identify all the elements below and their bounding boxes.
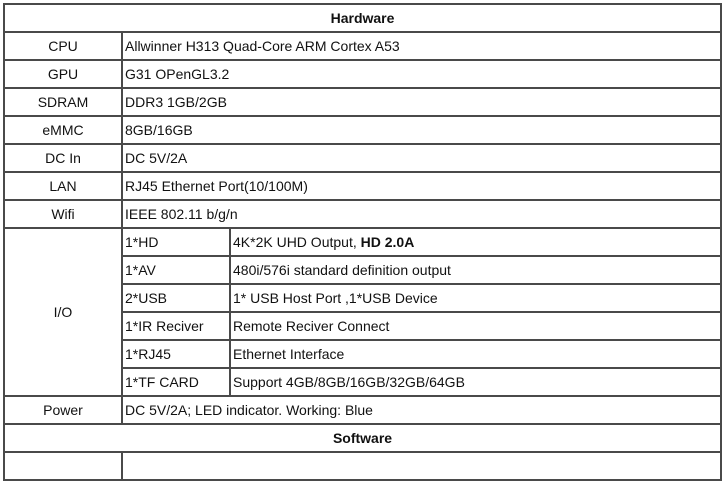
- io-desc-text: 4K*2K UHD Output,: [233, 234, 361, 250]
- spec-value: RJ45 Ethernet Port(10/100M): [121, 171, 722, 201]
- io-desc: Remote Reciver Connect: [229, 311, 722, 341]
- io-port: 1*RJ45: [121, 339, 231, 369]
- io-row: 1*AV 480i/576i standard definition output: [4, 255, 722, 285]
- software-row: [3, 451, 722, 481]
- spec-value: 8GB/16GB: [121, 115, 722, 145]
- io-row: 1*TF CARD Support 4GB/8GB/16GB/32GB/64GB: [4, 367, 722, 397]
- io-port: 2*USB: [121, 283, 231, 313]
- io-port: 1*IR Reciver: [121, 311, 231, 341]
- spec-value: Allwinner H313 Quad-Core ARM Cortex A53: [121, 31, 722, 61]
- spec-row: LAN RJ45 Ethernet Port(10/100M): [3, 171, 722, 201]
- io-desc-text: Ethernet Interface: [233, 346, 345, 362]
- spec-label: LAN: [3, 171, 123, 201]
- spec-label: eMMC: [3, 115, 123, 145]
- io-desc: 4K*2K UHD Output, HD 2.0A: [229, 227, 722, 257]
- io-desc-text: Support 4GB/8GB/16GB/32GB/64GB: [233, 374, 465, 390]
- spec-row: GPU G31 OPenGL3.2: [3, 59, 722, 89]
- spec-label: CPU: [3, 31, 123, 61]
- spec-label: Wifi: [3, 199, 123, 229]
- io-row: 1*RJ45 Ethernet Interface: [4, 339, 722, 369]
- io-row: I/O 1*HD 4K*2K UHD Output, HD 2.0A: [3, 227, 722, 397]
- io-desc-bold: HD 2.0A: [360, 234, 415, 250]
- io-port: 1*TF CARD: [121, 367, 231, 397]
- hardware-header-row: Hardware: [3, 3, 722, 33]
- software-title: Software: [3, 423, 722, 453]
- spec-table: Hardware CPU Allwinner H313 Quad-Core ARM…: [3, 3, 722, 481]
- io-row: 2*USB 1* USB Host Port ,1*USB Device: [4, 283, 722, 313]
- spec-row: Wifi IEEE 802.11 b/g/n: [3, 199, 722, 229]
- power-value: DC 5V/2A; LED indicator. Working: Blue: [121, 395, 722, 425]
- io-desc-text: 1* USB Host Port ,1*USB Device: [233, 290, 438, 306]
- spec-value: DC 5V/2A: [121, 143, 722, 173]
- power-row: Power DC 5V/2A; LED indicator. Working: B…: [3, 395, 722, 425]
- power-label: Power: [3, 395, 123, 425]
- spec-value: G31 OPenGL3.2: [121, 59, 722, 89]
- spec-row: eMMC 8GB/16GB: [3, 115, 722, 145]
- io-desc: 1* USB Host Port ,1*USB Device: [229, 283, 722, 313]
- io-label: I/O: [3, 227, 123, 397]
- spec-label: SDRAM: [3, 87, 123, 117]
- io-desc: 480i/576i standard definition output: [229, 255, 722, 285]
- hardware-title: Hardware: [3, 3, 722, 33]
- io-desc: Ethernet Interface: [229, 339, 722, 369]
- io-desc-text: Remote Reciver Connect: [233, 318, 390, 334]
- io-desc-text: 480i/576i standard definition output: [233, 262, 451, 278]
- spec-value: DDR3 1GB/2GB: [121, 87, 722, 117]
- io-port: 1*AV: [121, 255, 231, 285]
- spec-row: CPU Allwinner H313 Quad-Core ARM Cortex A…: [3, 31, 722, 61]
- spec-value: IEEE 802.11 b/g/n: [121, 199, 722, 229]
- spec-row: DC In DC 5V/2A: [3, 143, 722, 173]
- io-desc: Support 4GB/8GB/16GB/32GB/64GB: [229, 367, 722, 397]
- io-port: 1*HD: [121, 227, 231, 257]
- spec-label: GPU: [3, 59, 123, 89]
- spec-label: DC In: [3, 143, 123, 173]
- software-header-row: Software: [3, 423, 722, 453]
- io-row: 1*IR Reciver Remote Reciver Connect: [4, 311, 722, 341]
- spec-row: SDRAM DDR3 1GB/2GB: [3, 87, 722, 117]
